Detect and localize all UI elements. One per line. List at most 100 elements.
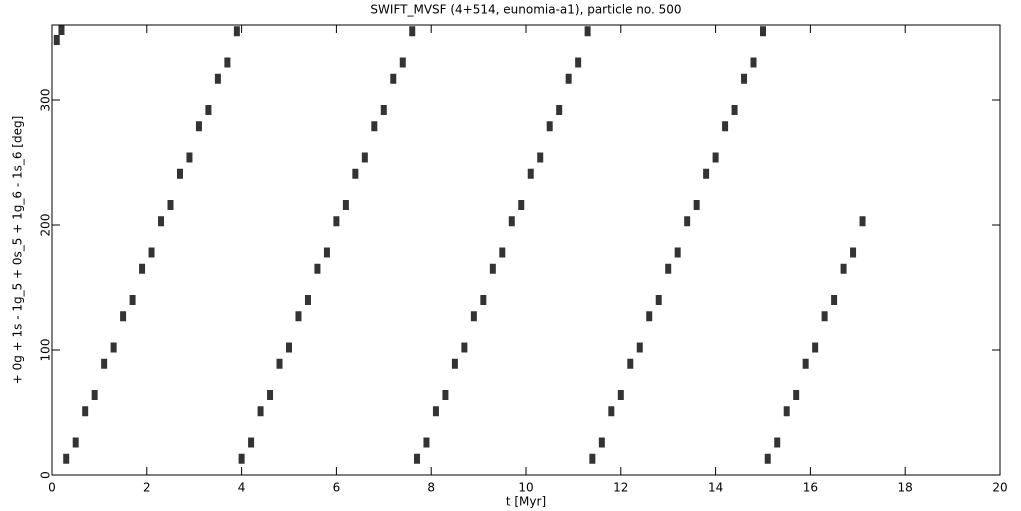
data-point [167,200,174,210]
data-point [760,26,766,37]
data-point [333,216,340,227]
plot-frame [51,24,1001,476]
data-point [63,453,70,464]
data-point [257,406,264,417]
x-tick-label: 20 [992,481,1007,495]
x-tick-label: 10 [518,481,533,495]
data-point [267,390,274,400]
data-point [722,121,729,132]
data-point [461,342,468,353]
data-point [731,105,738,115]
x-axis-label: t [Myr] [506,495,546,509]
x-tick-label: 14 [708,481,723,495]
data-point [352,168,359,179]
data-point [565,73,572,84]
data-point [499,247,506,258]
data-point [812,342,819,353]
data-point [665,263,672,274]
data-point [774,437,781,448]
data-point [850,247,857,258]
data-point [409,26,416,37]
data-point [741,73,748,84]
y-tick-label: 100 [39,339,53,362]
data-point [556,105,563,115]
data-point [840,263,847,274]
data-point [176,168,183,179]
data-point [703,168,710,179]
data-point [546,121,553,132]
data-point [575,57,582,68]
data-point [58,25,65,35]
data-point [608,406,615,417]
data-point [110,342,117,353]
data-point [238,453,245,464]
y-tick-label: 300 [39,89,53,112]
data-point [158,216,165,227]
data-point [276,358,283,369]
y-tick-label: 200 [39,214,53,237]
data-point [380,105,387,115]
x-tick-label: 0 [48,481,56,495]
data-point [636,342,643,353]
data-point [314,263,321,274]
data-point [195,121,202,132]
data-point [53,35,60,45]
data-point [91,390,98,400]
data-point [831,295,838,305]
data-point [82,406,89,417]
x-tick-label: 16 [803,481,818,495]
data-point [684,216,691,227]
data-point [371,121,378,132]
data-point [72,437,79,448]
data-point [101,358,108,369]
data-point [342,200,349,210]
data-point [518,200,525,210]
data-point [304,295,311,305]
data-point [442,390,449,400]
data-point [286,342,292,353]
data-point [224,57,231,68]
data-point [674,247,681,258]
data-point [750,57,757,68]
x-tick-label: 12 [613,481,628,495]
chart-title: SWIFT_MVSF (4+514, eunomia-a1), particle… [370,3,681,17]
data-point [802,358,809,369]
data-point [537,152,544,163]
data-point [598,437,605,448]
data-point [214,73,221,84]
data-point [361,152,368,163]
x-tick-label: 6 [333,481,341,495]
x-tick-label: 8 [427,481,435,495]
x-tick-label: 2 [143,481,151,495]
data-point [432,406,439,417]
data-point [470,311,477,322]
data-point [390,73,397,84]
data-point [617,390,624,400]
data-point [527,168,534,179]
data-point [646,311,653,322]
data-point [480,295,487,305]
data-point [423,437,430,448]
y-axis-label: + 0g + 1s - 1g_5 + 0s_5 + 1g_6 - 1s_6 [d… [11,116,25,385]
data-point [821,311,828,322]
data-point [399,57,406,68]
data-point [413,453,420,464]
data-point [295,311,302,322]
data-point [693,200,700,210]
y-tick-label: 0 [39,471,53,479]
data-point [205,105,212,115]
data-point [129,295,136,305]
x-tick-label: 4 [238,481,246,495]
data-point [120,311,127,322]
data-point [859,216,866,227]
data-point [712,152,719,163]
x-tick-label: 18 [898,481,913,495]
data-point [783,406,790,417]
data-point [323,247,330,258]
data-point [584,26,591,37]
data-point [139,263,146,274]
data-point [793,390,800,400]
data-point [589,453,596,464]
data-point [148,247,155,258]
